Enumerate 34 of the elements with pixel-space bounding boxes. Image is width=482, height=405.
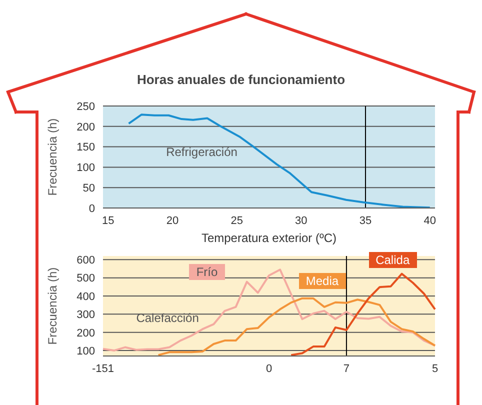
y-axis-title: Frecuencia (h) <box>45 118 60 196</box>
y-tick-label: 300 <box>76 309 95 322</box>
y-tick-label: 600 <box>76 254 95 267</box>
series-label: Media <box>298 273 346 289</box>
y-axis-title: Frecuencia (h) <box>45 267 60 345</box>
y-tick-label: 100 <box>76 345 95 358</box>
y-tick-label: 200 <box>76 327 95 340</box>
x-tick-label: 0 <box>266 362 272 375</box>
annotation: Refrigeración <box>166 144 238 159</box>
line-series <box>102 268 436 352</box>
x-tick-label: 35 <box>359 214 372 227</box>
y-tick-label: 50 <box>82 182 95 195</box>
line-series <box>128 114 431 208</box>
y-tick-label: 0 <box>88 202 95 215</box>
x-tick-label: 20 <box>166 214 179 227</box>
annotation: Calefacción <box>136 311 199 325</box>
series-label: Calida <box>368 252 417 268</box>
line-series <box>290 272 436 356</box>
text: Frío <box>189 264 225 280</box>
x-tick-label: 25 <box>230 214 243 227</box>
y-tick-label: 150 <box>76 142 95 154</box>
x-tick-label: -151 <box>92 362 114 375</box>
x-tick-label: 30 <box>295 214 308 227</box>
x-tick-label: 5 <box>432 362 438 375</box>
x-tick-label: 40 <box>424 214 436 227</box>
y-tick-label: 400 <box>76 290 95 303</box>
y-tick-label: 100 <box>76 162 95 174</box>
x-axis-title: Temperatura exterior (ºC) <box>201 231 337 245</box>
x-tick-label: 15 <box>102 214 114 227</box>
chart-title: Horas anuales de funcionamiento <box>136 72 346 87</box>
y-tick-label: 200 <box>76 121 95 134</box>
y-tick-label: 500 <box>76 272 95 285</box>
x-tick-label: 7 <box>343 362 350 375</box>
y-tick-label: 250 <box>76 100 95 113</box>
